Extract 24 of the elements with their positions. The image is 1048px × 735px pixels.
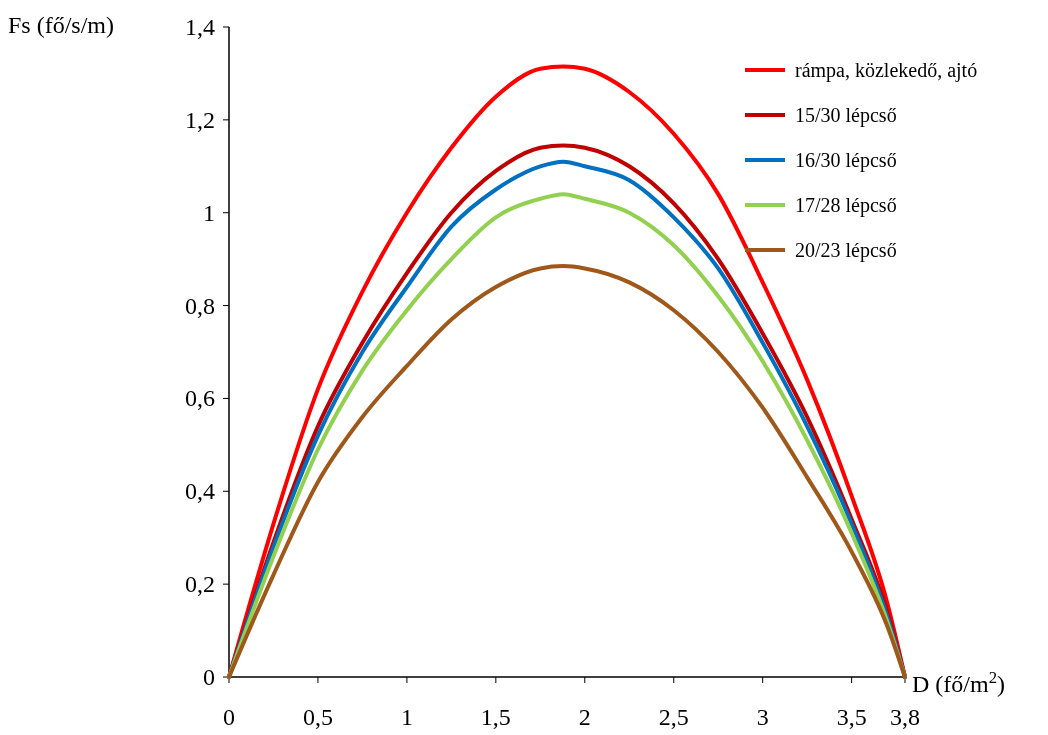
y-axis-title: Fs (fő/s/m): [8, 12, 115, 38]
y-tick-label: 1,2: [185, 106, 215, 133]
x-tick-label: 2,5: [658, 704, 689, 730]
x-tick-label: 3: [756, 704, 769, 730]
legend-label: 15/30 lépcső: [795, 104, 897, 127]
x-tick-label: 1: [400, 704, 413, 730]
x-tick-label: 3,5: [836, 704, 867, 730]
y-tick-label: 0,6: [185, 385, 215, 412]
x-tick-label: 1,5: [480, 704, 511, 730]
legend-label: 20/23 lépcső: [795, 239, 897, 262]
y-tick-label: 1: [203, 199, 215, 226]
legend-label: 17/28 lépcső: [795, 194, 897, 217]
y-tick-label: 0,2: [185, 571, 215, 598]
y-tick-label: 0: [203, 664, 215, 690]
x-tick-label: 0: [223, 704, 235, 730]
x-tick-label: 0,5: [302, 704, 333, 730]
x-tick-label: 3,8: [890, 704, 920, 730]
y-tick-label: 1,4: [185, 14, 215, 40]
x-tick-label: 2: [578, 704, 591, 730]
legend-label: rámpa, közlekedő, ajtó: [795, 59, 978, 82]
y-tick-label: 0,4: [185, 478, 215, 505]
x-axis-title: D (fő/m$^{2}$): [912, 667, 1006, 697]
y-tick-label: 0,8: [185, 292, 215, 319]
legend-label: 16/30 lépcső: [795, 149, 897, 172]
